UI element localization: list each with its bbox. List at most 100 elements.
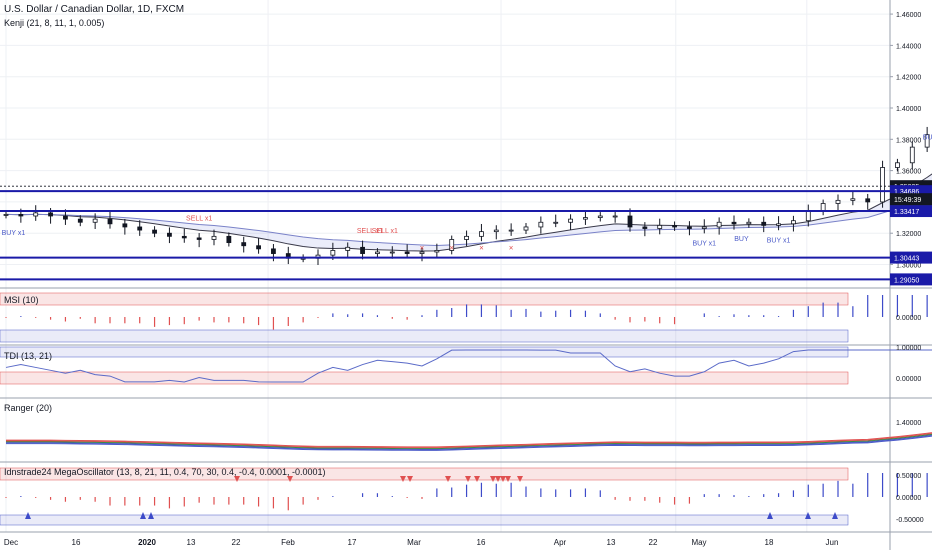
mega-sell-triangle: [517, 476, 523, 482]
countdown-box: [890, 193, 932, 206]
candle-body: [241, 242, 247, 247]
candle-body: [538, 221, 544, 228]
mega-sell-triangle: [287, 476, 293, 482]
panel-tdi-label: TDI (13, 21): [4, 351, 53, 361]
x-tick-label: Mar: [407, 538, 421, 547]
y-tick-label: 1.38000: [896, 137, 921, 144]
mega-sell-triangle: [465, 476, 471, 482]
mega-sell-triangle: [474, 476, 480, 482]
candle-body: [449, 239, 455, 251]
signal-marker: ×: [449, 243, 454, 252]
tdi-upper-zone: [0, 346, 849, 358]
signal-label: SELL x1: [357, 228, 383, 235]
y-tick-label: 1.44000: [896, 43, 921, 50]
signal-marker: ×: [420, 243, 425, 252]
candle-body: [805, 210, 811, 222]
level-box: [890, 205, 932, 218]
candle-body: [3, 214, 9, 216]
candle-body: [167, 232, 172, 237]
candle-body: [850, 198, 856, 201]
tdi-line: [5, 349, 932, 383]
candle-body: [345, 246, 351, 251]
candle-body: [271, 248, 276, 254]
candle-body: [152, 229, 157, 234]
x-tick-label: May: [691, 538, 706, 547]
candle-body: [746, 221, 752, 225]
mega-sell-triangle: [495, 476, 501, 482]
candle-body: [434, 250, 440, 253]
candle-body: [137, 226, 143, 231]
countdown-label: 15:49:39: [894, 197, 921, 204]
mega-buy-triangle: [805, 512, 811, 519]
signal-label: BUY: [734, 236, 749, 243]
y-tick-label: 1.42000: [896, 75, 921, 82]
candle-body: [553, 221, 559, 224]
tdi-tick-label: 0.00000: [896, 376, 921, 383]
mega-buy-triangle: [140, 512, 146, 519]
x-tick-label: 22: [232, 538, 241, 547]
signal-label: BUY x1: [767, 238, 791, 245]
candle-body: [583, 217, 588, 220]
mega-sell-triangle: [400, 476, 406, 482]
ranger-band: [5, 435, 932, 451]
candle-body: [33, 212, 39, 217]
candle-body: [716, 221, 722, 228]
candle-body: [731, 221, 737, 225]
level-label: 1.34686: [894, 189, 919, 196]
candle-body: [909, 146, 915, 164]
mega-upper-zone: [0, 467, 849, 481]
candle-body: [701, 226, 707, 229]
indicator-kenji-label: Kenji (21, 8, 11, 1, 0.005): [4, 18, 105, 28]
x-tick-label: 13: [607, 538, 616, 547]
chart-title: U.S. Dollar / Canadian Dollar, 1D, FXCM: [4, 4, 185, 15]
x-tick-label: 16: [72, 538, 81, 547]
candle-body: [389, 251, 395, 254]
candle-body: [924, 134, 930, 148]
candle-body: [77, 218, 83, 223]
x-tick-label: Jun: [826, 538, 839, 547]
mega-sell-triangle: [445, 476, 451, 482]
x-tick-label: 18: [765, 538, 774, 547]
level-box: [890, 273, 932, 286]
candle-body: [375, 251, 380, 254]
candle-body: [404, 251, 410, 254]
signal-label: SELL x1: [186, 216, 212, 223]
mega-tick-label: 0.00000: [896, 495, 921, 502]
level-label: 1.30443: [894, 256, 919, 263]
ranger-band: [5, 432, 932, 448]
candle-body: [835, 199, 841, 204]
candle-body: [181, 235, 187, 239]
candle-body: [612, 215, 618, 218]
candle-body: [211, 235, 217, 240]
candle-body: [493, 229, 499, 233]
kenji-cloud: [6, 174, 932, 251]
mega-buy-triangle: [25, 512, 31, 519]
candle-body: [642, 226, 648, 229]
candle-body: [895, 162, 900, 168]
y-tick-label: 1.30000: [896, 263, 921, 270]
candle-body: [256, 245, 261, 250]
x-tick-label: 17: [348, 538, 357, 547]
candle-body: [122, 223, 128, 228]
signal-label: BUY x1: [923, 134, 932, 141]
signal-label: BUY x1: [2, 230, 26, 237]
ranger-band: [5, 433, 932, 449]
mega-sell-triangle: [234, 476, 240, 482]
x-tick-label: Feb: [281, 538, 295, 547]
x-tick-label: Dec: [4, 538, 18, 547]
candle-body: [360, 246, 365, 254]
ranger-band: [5, 434, 932, 450]
candle-body: [776, 223, 781, 226]
candle-body: [657, 224, 663, 229]
candle-body: [48, 212, 53, 217]
level-label: 1.33417: [894, 209, 919, 216]
mega-buy-triangle: [767, 512, 773, 519]
y-tick-label: 1.36000: [896, 169, 921, 176]
candle-body: [672, 224, 677, 228]
y-tick-label: 1.46000: [896, 12, 921, 19]
y-tick-label: 1.32000: [896, 231, 921, 238]
candle-body: [464, 235, 469, 240]
